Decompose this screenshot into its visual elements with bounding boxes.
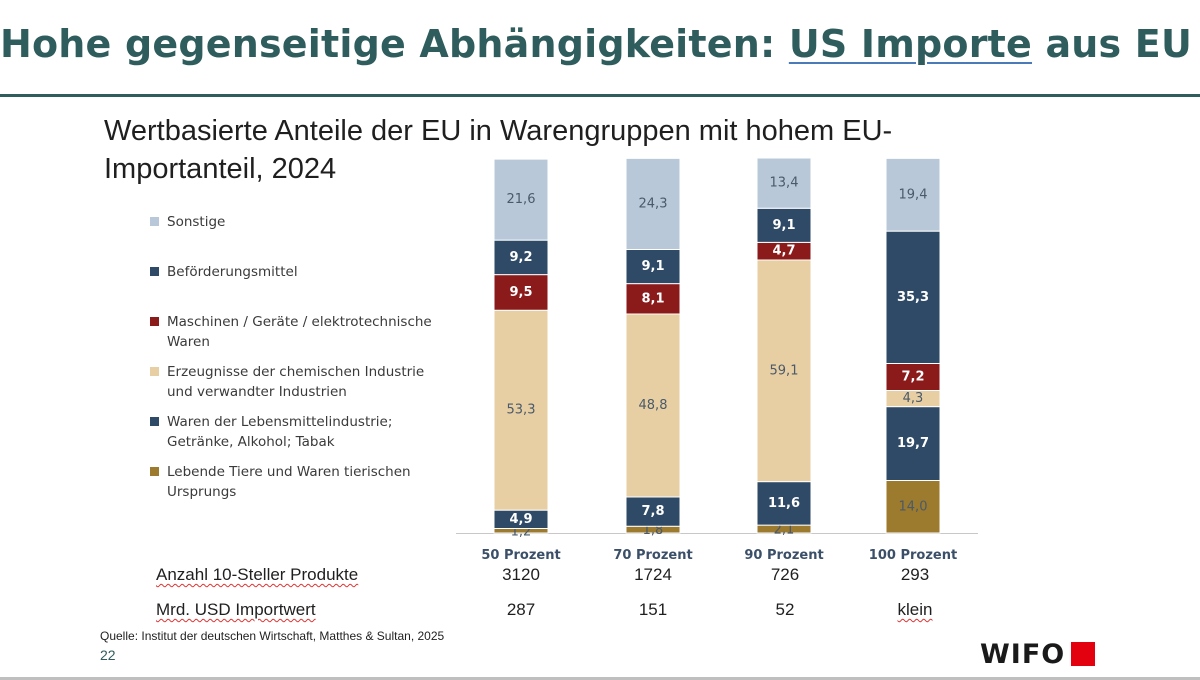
bar-segment [756, 157, 812, 209]
title-text-part1: Hohe gegenseitige Abhängigkeiten: [0, 22, 789, 66]
legend-label: Maschinen / Geräte / elektrotechnische [167, 314, 432, 330]
bar-segment [625, 496, 681, 527]
table-cell: 293 [900, 565, 930, 584]
table-cell: 287 [506, 600, 536, 619]
data-label: 14,0 [899, 499, 928, 514]
data-label: 48,8 [639, 398, 668, 413]
bottom-rule [0, 677, 1200, 680]
wifo-logo: WIFO [980, 638, 1096, 670]
legend-swatch [150, 317, 159, 326]
bar-segment [885, 363, 941, 391]
data-label: 13,4 [770, 176, 799, 191]
data-label: 9,2 [509, 250, 532, 265]
legend-swatch [150, 367, 159, 376]
bar-segment [625, 313, 681, 498]
data-label: 7,8 [641, 504, 664, 519]
bar-segment [756, 259, 812, 483]
table-cell: 1724 [634, 565, 672, 584]
bar-segment [493, 274, 549, 311]
data-label: 19,7 [897, 436, 929, 451]
data-label: 4,7 [772, 244, 795, 259]
bar-segment [885, 230, 941, 364]
title-highlight: US Importe [788, 22, 1033, 66]
legend-label: und verwandter Industrien [167, 384, 347, 400]
data-label: 2,1 [774, 523, 795, 538]
category-label: 90 Prozent [744, 548, 823, 563]
data-label: 35,3 [897, 290, 929, 305]
logo-square [1071, 642, 1096, 666]
data-label: 53,3 [507, 403, 536, 418]
category-label: 100 Prozent [869, 548, 957, 563]
legend-label: Erzeugnisse der chemischen Industrie [167, 364, 424, 380]
category-label: 50 Prozent [481, 548, 560, 563]
data-label: 1,8 [643, 523, 664, 538]
data-label: 9,1 [641, 259, 664, 274]
bar-segment [625, 157, 681, 250]
data-label: 8,1 [641, 291, 664, 306]
legend-swatch [150, 267, 159, 276]
page-number: 22 [100, 647, 116, 663]
legend-swatch [150, 217, 159, 226]
legend-swatch [150, 467, 159, 476]
data-label: 7,2 [901, 370, 924, 385]
table-row-label-products: Anzahl 10-Steller Produkte [156, 565, 359, 584]
category-label: 70 Prozent [613, 548, 692, 563]
data-label: 11,6 [768, 496, 800, 511]
chart-subtitle: Wertbasierte Anteile der EU in Warengrup… [104, 115, 893, 185]
bar-segment [885, 157, 941, 232]
bar-segment [625, 249, 681, 285]
source-note: Quelle: Institut der deutschen Wirtschaf… [100, 629, 445, 643]
data-label: 9,1 [772, 218, 795, 233]
bar-segment [493, 158, 549, 241]
legend-label: Waren [167, 334, 210, 350]
data-label: 19,4 [899, 187, 928, 202]
slide-title: Hohe gegenseitige Abhängigkeiten: US Imp… [0, 22, 1200, 66]
bar-segment [493, 309, 549, 511]
legend-label: Ursprungs [167, 484, 236, 500]
data-label: 4,3 [903, 391, 924, 406]
title-rule [0, 94, 1200, 97]
bar-segment [493, 239, 549, 276]
legend-label: Waren der Lebensmittelindustrie; [167, 414, 392, 430]
data-label: 9,5 [509, 285, 532, 300]
legend-swatch [150, 417, 159, 426]
data-label: 4,9 [509, 512, 532, 527]
bar-segment [756, 481, 812, 526]
table-cell: 3120 [502, 565, 540, 584]
table-cell: 52 [775, 600, 795, 619]
data-label: 24,3 [639, 196, 668, 211]
bar-segment [885, 480, 941, 534]
table-row-label-import-value: Mrd. USD Importwert [156, 600, 316, 619]
data-label: 59,1 [770, 363, 799, 378]
legend-label: Beförderungsmittel [167, 264, 298, 280]
table-cell: 726 [770, 565, 800, 584]
legend-label: Getränke, Alkohol; Tabak [167, 434, 335, 450]
legend-label: Lebende Tiere und Waren tierischen [167, 464, 411, 480]
data-label: 21,6 [507, 192, 536, 207]
title-text-part2: aus EU [1032, 22, 1193, 66]
legend-label: Sonstige [167, 214, 225, 230]
logo-text: WIFO [980, 638, 1066, 670]
table-cell: klein [897, 600, 933, 619]
table-cell: 151 [638, 600, 668, 619]
